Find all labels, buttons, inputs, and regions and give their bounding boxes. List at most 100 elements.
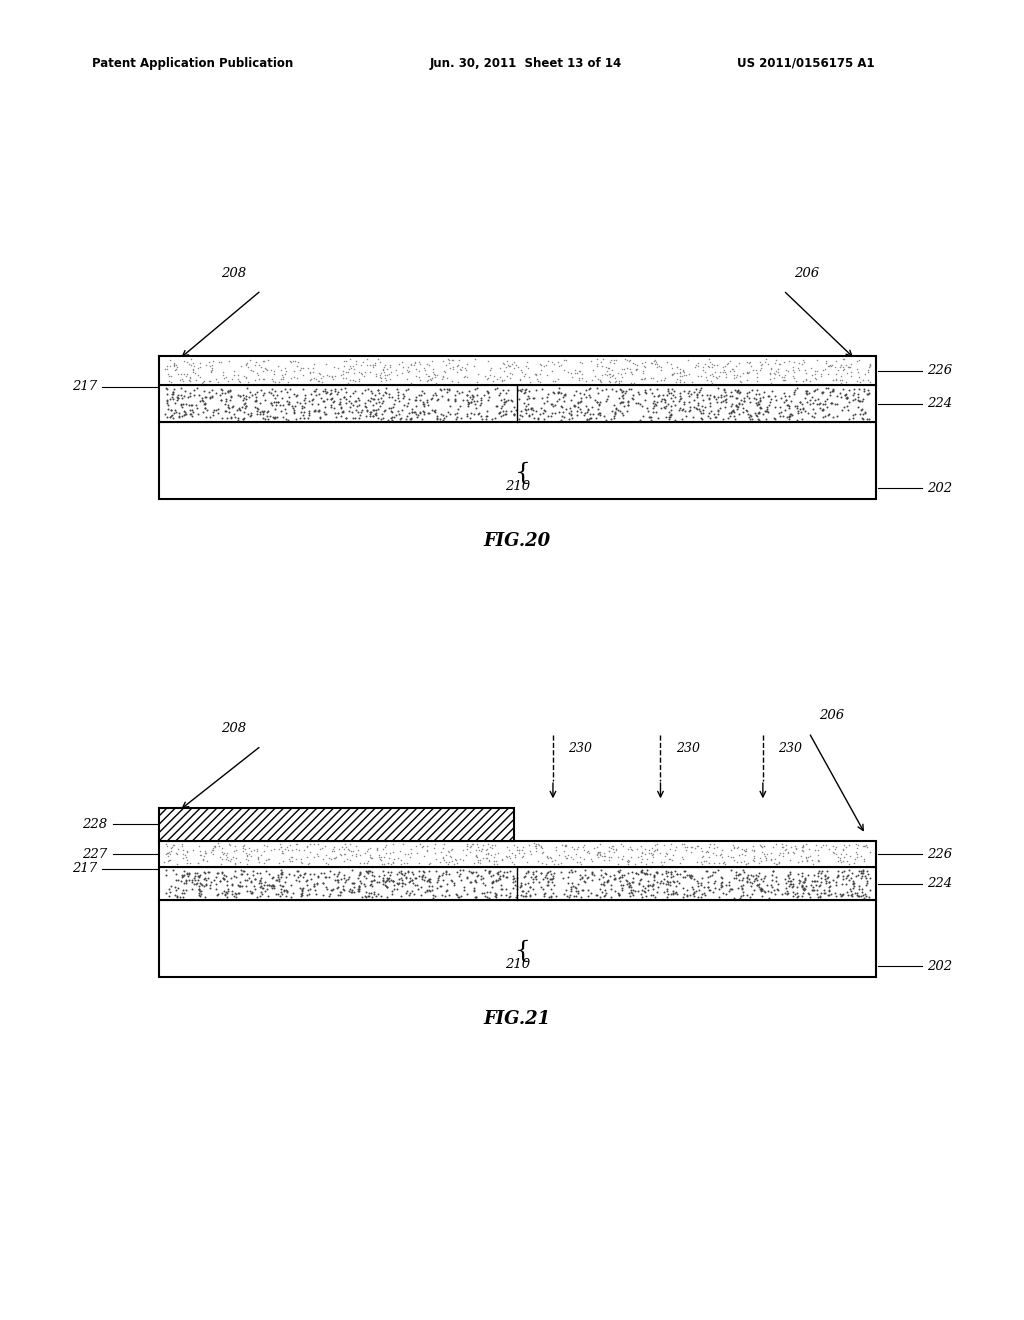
Point [579,371,595,392]
Point [180,870,197,891]
Point [416,383,432,404]
Point [731,863,748,884]
Point [753,880,769,902]
Point [750,392,766,413]
Point [739,400,756,421]
Point [370,379,386,400]
Point [621,882,637,903]
Point [294,853,310,874]
Point [353,362,370,383]
Point [358,354,375,375]
Point [773,837,790,858]
Point [390,387,407,408]
Point [326,838,342,859]
Point [840,884,856,906]
Point [371,866,387,887]
Point [203,360,219,381]
Point [734,878,751,899]
Point [487,408,504,429]
Point [780,842,797,863]
Point [668,882,684,903]
Point [646,395,663,416]
Point [837,384,853,405]
Point [176,400,193,421]
Point [240,845,256,866]
Point [522,841,539,862]
Point [862,371,879,392]
Point [459,384,475,405]
Point [833,387,849,408]
Point [419,371,435,392]
Point [444,350,461,371]
Point [722,878,738,899]
Point [158,833,174,854]
Point [269,407,286,428]
Point [667,840,683,861]
Point [239,378,255,399]
Point [633,851,649,873]
Point [440,352,457,374]
Point [220,396,237,417]
Point [327,837,343,858]
Point [210,836,226,857]
Point [571,869,588,890]
Point [788,378,805,399]
Point [189,853,206,874]
Point [484,834,501,855]
Point [695,882,712,903]
Point [254,360,270,381]
Point [665,843,681,865]
Point [378,383,394,404]
Point [730,865,746,886]
Point [462,408,478,429]
Point [409,407,425,428]
Point [649,861,666,882]
Point [606,401,623,422]
Point [742,392,759,413]
Point [341,391,357,412]
Point [431,866,447,887]
Point [273,883,290,904]
Point [524,869,541,890]
Point [612,833,629,854]
Point [611,393,628,414]
Point [499,400,515,421]
Point [845,873,861,894]
Point [158,882,174,903]
Point [809,886,825,907]
Point [758,400,774,421]
Point [553,861,569,882]
Point [659,862,676,883]
Point [540,871,556,892]
Point [271,833,288,854]
Point [824,370,841,391]
Point [625,871,641,892]
Point [726,367,742,388]
Point [330,403,346,424]
Point [376,356,392,378]
Point [416,393,432,414]
Point [771,352,787,374]
Point [824,380,841,401]
Point [310,865,327,886]
Point [601,846,617,867]
Point [725,850,741,871]
Point [699,871,716,892]
Text: 210: 210 [505,958,529,970]
Point [437,405,454,426]
Point [629,354,645,375]
Point [615,392,632,413]
Point [266,875,283,896]
Point [271,875,288,896]
Point [483,358,500,379]
Point [438,381,455,403]
Point [701,396,718,417]
Point [809,350,825,371]
Point [562,404,579,425]
Point [324,366,340,387]
Point [543,405,559,426]
Point [703,363,720,384]
Point [252,401,268,422]
Point [746,403,763,424]
Point [293,851,309,873]
